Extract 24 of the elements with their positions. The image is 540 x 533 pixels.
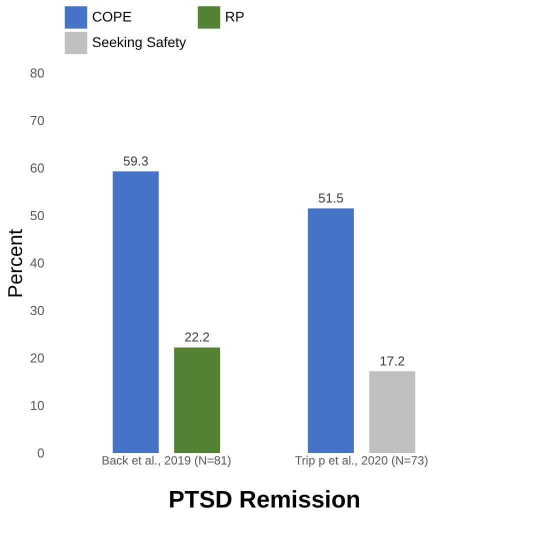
bar	[369, 371, 416, 453]
y-tick-label: 10	[30, 398, 44, 413]
y-axis-title: Percent	[5, 228, 28, 298]
legend-label: COPE	[92, 8, 132, 24]
y-tick-label: 60	[30, 160, 44, 176]
bar	[308, 208, 354, 453]
y-tick-label: 20	[30, 350, 44, 366]
x-axis-title: PTSD Remission	[168, 486, 361, 514]
data-label: 59.3	[123, 153, 148, 168]
legend-label: Seeking Safety	[92, 34, 186, 50]
bar	[112, 171, 159, 453]
y-tick-label: 70	[30, 113, 44, 128]
data-label: 22.2	[184, 330, 210, 345]
data-label: 51.5	[318, 190, 344, 206]
y-tick-label: 80	[30, 66, 44, 80]
bar	[174, 348, 220, 453]
legend-label: RP	[225, 8, 244, 24]
y-tick-label: 40	[30, 256, 44, 270]
x-tick-label: Back et al., 2019 (N=81)	[102, 454, 232, 468]
y-tick-label: 0	[37, 446, 44, 460]
y-tick-label: 30	[30, 303, 44, 318]
data-label: 17.2	[380, 353, 405, 368]
y-tick-label: 50	[30, 208, 44, 223]
x-tick-label: Trip p et al., 2020 (N=73)	[294, 454, 428, 468]
